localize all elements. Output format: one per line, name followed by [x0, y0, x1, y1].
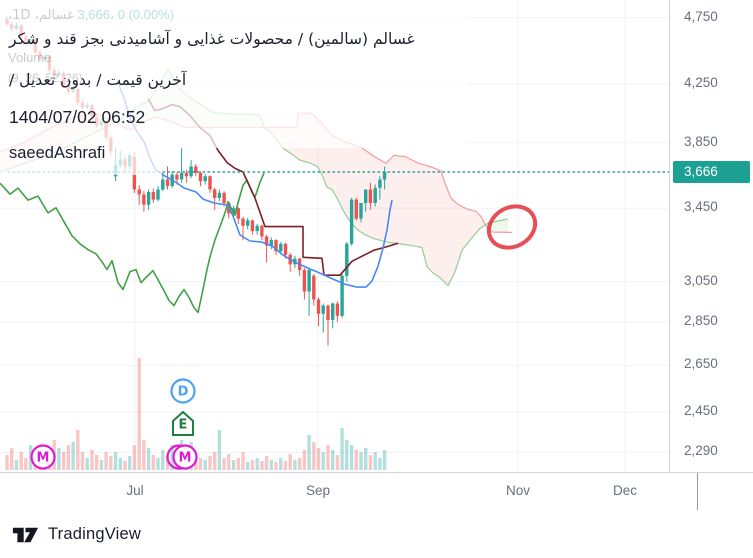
- price-axis-label: 2,450: [684, 403, 718, 419]
- tradingview-brand[interactable]: TradingView: [12, 525, 141, 544]
- annotation-timestamp: 1404/07/02 06:52: [9, 107, 146, 127]
- annotation-backdrop-2: [0, 148, 162, 175]
- price-axis-label: 3,450: [684, 199, 718, 215]
- footer-bar: TradingView: [0, 510, 753, 558]
- price-axis-label: 3,050: [684, 272, 718, 288]
- price-axis-label: 2,850: [684, 313, 718, 329]
- drawn-ellipse-annotation[interactable]: [482, 199, 543, 256]
- svg-text:E: E: [179, 418, 188, 433]
- tradingview-brand-text: TradingView: [48, 525, 141, 543]
- price-axis-label: 2,290: [684, 443, 718, 459]
- price-axis-label: 4,250: [684, 74, 718, 90]
- chikou-line: [0, 172, 265, 314]
- time-axis-label: Jul: [126, 483, 144, 498]
- tradingview-logo-icon: [12, 527, 39, 542]
- last-price-badge: 3,666: [673, 161, 750, 183]
- time-axis[interactable]: Jul Sep Nov Dec: [0, 472, 753, 511]
- event-badge-m[interactable]: M: [166, 444, 198, 470]
- time-axis-label: Dec: [612, 483, 638, 498]
- price-axis-label: 4,750: [684, 8, 718, 24]
- event-badge-e[interactable]: E: [172, 410, 194, 436]
- annotation-backdrop: [0, 0, 468, 148]
- price-axis-label: 3,850: [684, 133, 718, 149]
- price-axis-label: 2,650: [684, 356, 718, 372]
- price-axis[interactable]: 3,666 4,750 4,250 3,850 3,450 3,050 2,850 2,65…: [669, 0, 753, 472]
- annotation-price-type-line: آخرین قیمت / بدون تعدیل /: [9, 71, 187, 89]
- time-axis-label: Sep: [305, 483, 331, 498]
- axis-corner-divider: [697, 473, 698, 511]
- annotation-symbol-line: غسالم (سالمین) / محصولات غذایی و آشامیدن…: [9, 30, 415, 48]
- svg-text:M: M: [37, 451, 50, 466]
- svg-text:D: D: [178, 385, 189, 400]
- annotation-author: saeedAshrafi: [9, 144, 106, 162]
- svg-text:M: M: [179, 451, 192, 466]
- event-badge-d[interactable]: D: [170, 378, 196, 404]
- event-badge-m[interactable]: M: [30, 444, 56, 470]
- time-axis-label: Nov: [505, 483, 531, 498]
